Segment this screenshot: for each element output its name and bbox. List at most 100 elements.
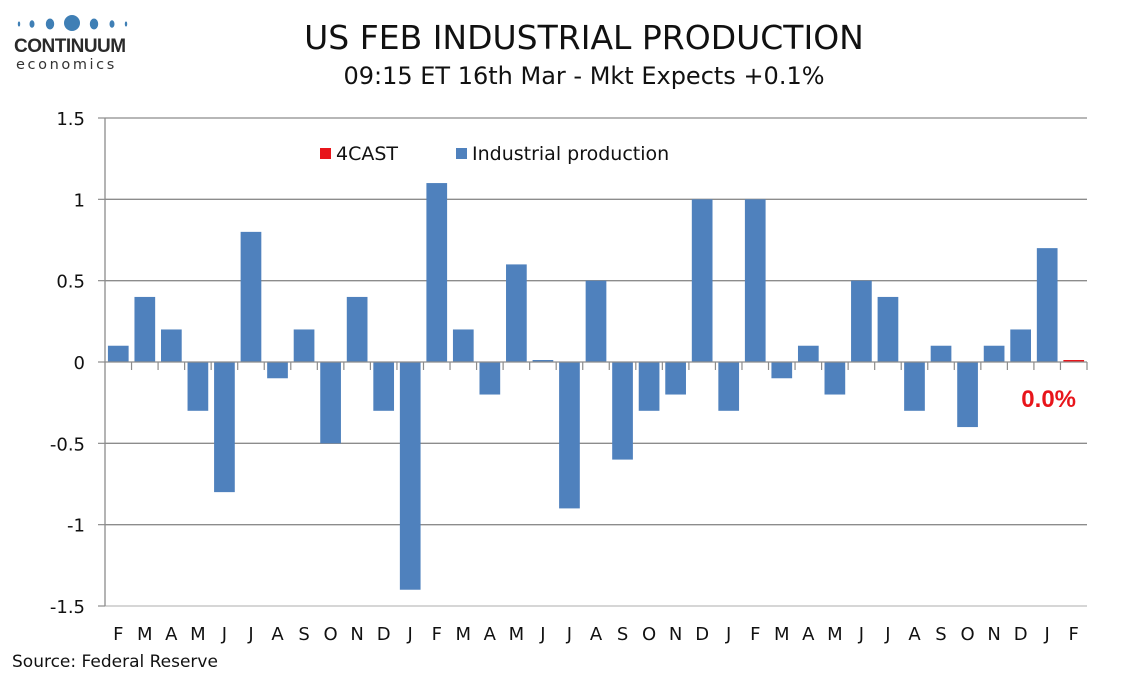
source-note: Source: Federal Reserve [12,652,218,672]
x-tick-label: N [669,624,682,645]
bar-industrial-production [346,296,368,362]
x-tick-label: J [539,624,545,645]
y-tick-label: 1 [74,190,85,211]
legend-swatch-industrial-production [456,148,467,159]
bar-industrial-production [851,280,872,362]
x-tick-label: O [324,624,338,645]
legend-swatch-4cast [320,148,331,159]
bar-industrial-production [107,345,129,362]
legend-label-4cast: 4CAST [336,143,398,165]
bar-industrial-production [665,362,686,395]
bar-industrial-production [771,362,793,379]
gridlines [105,117,1087,607]
x-tick-label: F [1069,624,1079,645]
x-tick-label: F [750,624,760,645]
chart-subtitle: 09:15 ET 16th Mar - Mkt Expects +0.1% [343,62,825,90]
bar-industrial-production [479,362,501,395]
y-tick-label: 0 [74,353,85,374]
bar-industrial-production [983,345,1005,362]
x-tick-label: D [1014,624,1028,645]
bar-industrial-production [797,345,819,362]
y-tick-label: -0.5 [50,434,85,455]
x-tick-label: F [432,624,442,645]
x-tick-label: J [221,624,227,645]
continuum-economics-logo: CONTINUUM economics [14,14,132,74]
bar-industrial-production [585,280,607,362]
bars [107,183,1085,590]
annotations: 0.0% [1021,386,1076,413]
x-tick-label: J [725,624,731,645]
y-tick-label: 1.5 [56,109,85,130]
y-tick-label: -1.5 [50,597,85,618]
chart-title: US FEB INDUSTRIAL PRODUCTION [304,18,864,57]
bar-industrial-production [904,362,925,411]
bar-industrial-production [1010,329,1031,362]
bar-industrial-production [214,362,235,493]
bar-industrial-production [559,362,580,509]
axes [98,117,1088,607]
bar-industrial-production [161,329,182,362]
x-tick-label: M [137,624,153,645]
bar-industrial-production [824,362,846,395]
x-tick-label: J [858,624,864,645]
x-tick-label: F [113,624,123,645]
x-tick-label: M [190,624,206,645]
x-tick-label: A [802,624,815,645]
bar-industrial-production [240,231,262,362]
bar-industrial-production [691,199,713,362]
x-tick-label: M [509,624,525,645]
logo-subtitle: economics [16,57,117,73]
bar-industrial-production [373,362,395,411]
bar-industrial-production [930,345,952,362]
bar-industrial-production [187,362,209,411]
legend: 4CAST Industrial production [320,143,669,165]
x-tick-label: A [908,624,921,645]
x-tick-label: A [165,624,178,645]
x-tick-label: S [298,624,309,645]
bar-industrial-production [320,362,341,444]
bar-industrial-production [267,362,288,379]
legend-label-industrial-production: Industrial production [472,143,669,165]
bar-industrial-production [399,362,421,590]
x-tick-label: S [935,624,946,645]
bar-industrial-production [638,362,660,411]
x-tick-label: A [271,624,284,645]
bar-industrial-production [426,183,448,362]
bar-industrial-production [452,329,474,362]
x-tick-label: J [566,624,572,645]
x-tick-label: J [1044,624,1050,645]
x-tick-label: M [456,624,472,645]
x-tick-label: S [617,624,628,645]
bar-industrial-production [957,362,978,428]
y-tick-label: -1 [67,516,85,537]
bar-industrial-production [506,264,527,362]
x-tick-label: O [642,624,656,645]
y-tick-label: 0.5 [56,272,85,293]
x-tick-label: O [960,624,974,645]
bar-industrial-production [718,362,740,411]
x-tick-label: J [247,624,253,645]
bar-industrial-production [134,296,156,362]
forecast-annotation: 0.0% [1021,386,1076,413]
x-tick-label: N [350,624,363,645]
x-tick-label: N [987,624,1000,645]
x-tick-label: J [407,624,413,645]
x-tick-label: D [377,624,391,645]
bar-industrial-production [612,362,633,460]
x-tick-label: A [484,624,497,645]
x-tick-label: J [884,624,890,645]
y-axis-ticks: 1.5 1 0.5 0 -0.5 -1 -1.5 [50,109,85,618]
bar-industrial-production [293,329,315,362]
x-tick-label: M [827,624,843,645]
logo-wordmark: CONTINUUM [14,36,126,57]
bar-4cast [1063,360,1085,362]
x-tick-label: A [590,624,603,645]
bar-industrial-production [877,296,899,362]
logo-dots-icon [17,15,128,31]
bar-industrial-production [532,360,554,362]
bar-industrial-production [1036,248,1058,362]
x-tick-label: D [695,624,709,645]
bar-industrial-production [744,199,766,362]
